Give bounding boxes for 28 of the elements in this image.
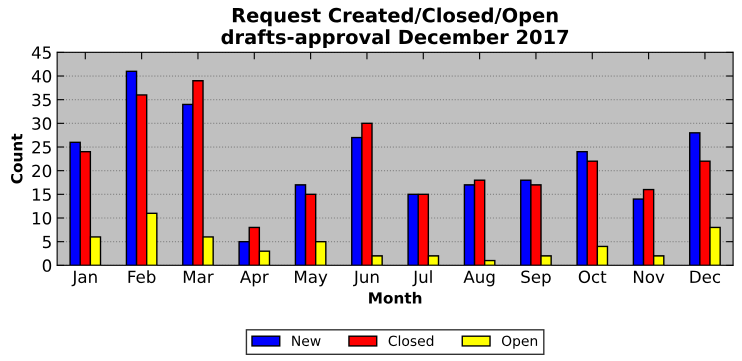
chart-title: Request Created/Closed/Open drafts-approval December 2017 xyxy=(221,7,568,48)
x-tick-label: Oct xyxy=(578,270,606,284)
y-tick-label: 40 xyxy=(32,70,52,83)
y-tick-label: 45 xyxy=(32,46,51,59)
y-tick-label: 10 xyxy=(32,212,52,225)
x-tick-label: Aug xyxy=(463,270,494,286)
y-tick-label: 0 xyxy=(42,259,52,272)
x-tick-label: Apr xyxy=(240,270,269,286)
y-axis-title: Count xyxy=(10,134,23,184)
x-tick-label: Sep xyxy=(521,270,551,286)
legend-label: Open xyxy=(502,336,538,349)
legend-label: Closed xyxy=(388,335,434,346)
y-tick-label: 35 xyxy=(32,94,51,106)
y-tick-label: 15 xyxy=(32,188,51,201)
x-tick-label: Feb xyxy=(128,270,156,284)
x-tick-label: Jun xyxy=(353,270,379,286)
x-tick-label: Nov xyxy=(634,270,664,284)
x-axis-title: Month xyxy=(369,292,422,304)
x-tick-label: Jul xyxy=(412,270,432,286)
y-tick-label: 20 xyxy=(32,164,52,178)
x-tick-label: Mar xyxy=(184,270,214,284)
legend-label: New xyxy=(292,336,321,346)
y-tick-label: 30 xyxy=(32,117,52,130)
x-tick-label: May xyxy=(295,270,328,286)
y-tick-label: 25 xyxy=(32,140,51,154)
y-tick-label: 5 xyxy=(42,236,51,248)
x-tick-label: Dec xyxy=(690,270,720,284)
x-tick-label: Jan xyxy=(72,270,97,286)
